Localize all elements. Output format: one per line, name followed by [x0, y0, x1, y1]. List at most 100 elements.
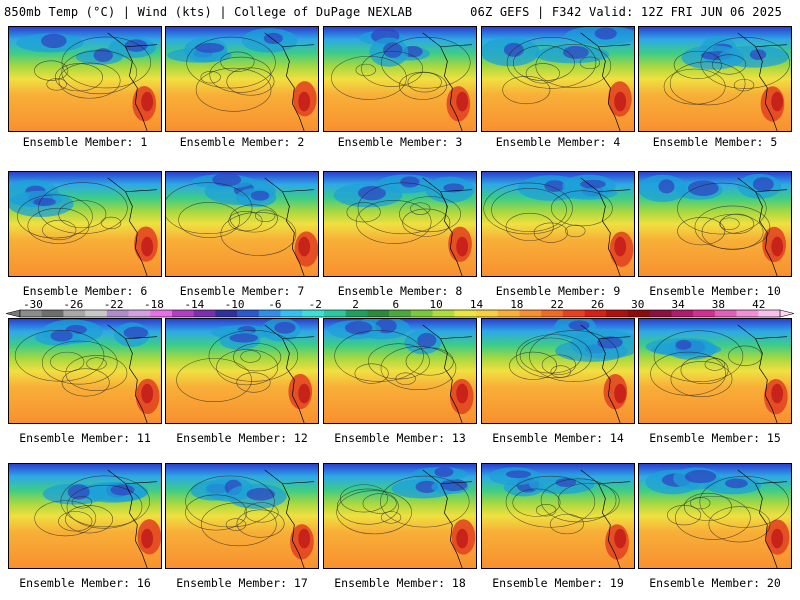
colorbar-swatch — [280, 310, 303, 317]
ensemble-map-panel — [8, 171, 162, 277]
ensemble-member-label: Ensemble Member: 14 — [492, 431, 624, 445]
ensemble-map-panel — [481, 318, 635, 424]
ensemble-member-label: Ensemble Member: 12 — [176, 431, 308, 445]
colorbar-max-arrow — [779, 309, 795, 318]
ensemble-map-panel — [165, 318, 319, 424]
ensemble-member-label: Ensemble Member: 2 — [179, 135, 305, 149]
colorbar-swatch — [671, 310, 694, 317]
colorbar-swatch — [758, 310, 781, 317]
ensemble-map-panel — [638, 171, 792, 277]
ensemble-member-label: Ensemble Member: 20 — [649, 576, 781, 590]
colorbar-frame — [19, 309, 781, 318]
colorbar-swatch — [302, 310, 325, 317]
colorbar-swatch — [20, 310, 43, 317]
ensemble-member-label: Ensemble Member: 19 — [492, 576, 624, 590]
colorbar-swatch — [736, 310, 759, 317]
ensemble-member-label: Ensemble Member: 13 — [334, 431, 466, 445]
valid-time: 06Z GEFS | F342 Valid: 12Z FRI JUN 06 20… — [470, 5, 782, 19]
ensemble-member-label: Ensemble Member: 3 — [337, 135, 463, 149]
colorbar-swatch — [215, 310, 238, 317]
ensemble-member-label: Ensemble Member: 10 — [649, 284, 781, 298]
colorbar-tick-label: -6 — [268, 300, 281, 311]
ensemble-member-label: Ensemble Member: 15 — [649, 431, 781, 445]
colorbar-tick-label: 22 — [551, 300, 564, 311]
ensemble-map-panel — [481, 26, 635, 132]
colorbar-swatch — [454, 310, 477, 317]
ensemble-map-panel — [165, 171, 319, 277]
chart-title: 850mb Temp (°C) | Wind (kts) | College o… — [4, 5, 413, 19]
ensemble-map-panel — [8, 318, 162, 424]
colorbar-swatch — [476, 310, 499, 317]
colorbar-swatch — [41, 310, 64, 317]
ensemble-member-label: Ensemble Member: 5 — [652, 135, 778, 149]
ensemble-member-label: Ensemble Member: 16 — [19, 576, 151, 590]
colorbar-tick-label: -10 — [225, 300, 245, 311]
colorbar-swatch — [63, 310, 86, 317]
ensemble-map-panel — [323, 26, 477, 132]
colorbar-swatch — [128, 310, 151, 317]
ensemble-map-panel — [165, 26, 319, 132]
ensemble-member-label: Ensemble Member: 9 — [495, 284, 621, 298]
ensemble-map-panel — [481, 171, 635, 277]
colorbar-tick-label: 26 — [591, 300, 604, 311]
colorbar-tick-label: 10 — [430, 300, 443, 311]
temperature-colorbar: -30 -26 -22 -18 -14 -10 -6 -2 2 6 10 14 18 22 26 30 34 38… — [5, 300, 795, 318]
colorbar-swatch — [106, 310, 129, 317]
colorbar-swatch — [584, 310, 607, 317]
ensemble-map-panel — [8, 26, 162, 132]
colorbar-swatch — [150, 310, 173, 317]
colorbar-swatch — [541, 310, 564, 317]
ensemble-map-panel — [481, 463, 635, 569]
colorbar-tick-label: -14 — [184, 300, 204, 311]
colorbar-swatch — [193, 310, 216, 317]
colorbar-tick-label: -18 — [144, 300, 164, 311]
colorbar-swatch — [85, 310, 108, 317]
colorbar-tick-label: 38 — [712, 300, 725, 311]
colorbar-swatch — [172, 310, 195, 317]
ensemble-member-label: Ensemble Member: 6 — [22, 284, 148, 298]
ensemble-member-label: Ensemble Member: 4 — [495, 135, 621, 149]
colorbar-swatch — [628, 310, 651, 317]
colorbar-swatch — [237, 310, 260, 317]
colorbar-tick-label: 6 — [393, 300, 400, 311]
ensemble-map-panel — [8, 463, 162, 569]
colorbar-swatch — [345, 310, 368, 317]
colorbar-swatch — [367, 310, 390, 317]
colorbar-swatch — [410, 310, 433, 317]
colorbar-swatch — [258, 310, 281, 317]
colorbar-swatch — [649, 310, 672, 317]
colorbar-tick-label: -26 — [63, 300, 83, 311]
ensemble-member-label: Ensemble Member: 18 — [334, 576, 466, 590]
colorbar-tick-label: -22 — [104, 300, 124, 311]
colorbar-tick-label: 34 — [671, 300, 685, 311]
ensemble-map-panel — [165, 463, 319, 569]
colorbar-tick-label: 2 — [352, 300, 359, 311]
ensemble-map-panel — [638, 318, 792, 424]
ensemble-map-panel — [323, 463, 477, 569]
colorbar-swatch — [714, 310, 737, 317]
ensemble-member-label: Ensemble Member: 1 — [22, 135, 148, 149]
colorbar-tick-label: -30 — [23, 300, 43, 311]
colorbar-swatch — [519, 310, 542, 317]
ensemble-map-panel — [323, 318, 477, 424]
colorbar-swatch — [324, 310, 347, 317]
ensemble-member-label: Ensemble Member: 11 — [19, 431, 151, 445]
colorbar-tick-label: 42 — [752, 300, 765, 311]
colorbar-tick-label: 14 — [470, 300, 484, 311]
colorbar-min-arrow — [5, 309, 21, 318]
colorbar-swatch — [693, 310, 716, 317]
ensemble-member-label: Ensemble Member: 7 — [179, 284, 305, 298]
colorbar-swatch — [606, 310, 629, 317]
ensemble-member-label: Ensemble Member: 17 — [176, 576, 308, 590]
colorbar-swatch — [562, 310, 585, 317]
ensemble-map-panel — [638, 26, 792, 132]
colorbar-swatch — [389, 310, 412, 317]
ensemble-map-panel — [638, 463, 792, 569]
colorbar-swatch — [432, 310, 455, 317]
colorbar-tick-label: -2 — [309, 300, 322, 311]
ensemble-member-label: Ensemble Member: 8 — [337, 284, 463, 298]
colorbar-tick-label: 30 — [631, 300, 644, 311]
colorbar-tick-label: 18 — [510, 300, 523, 311]
ensemble-map-panel — [323, 171, 477, 277]
colorbar-swatch — [497, 310, 520, 317]
